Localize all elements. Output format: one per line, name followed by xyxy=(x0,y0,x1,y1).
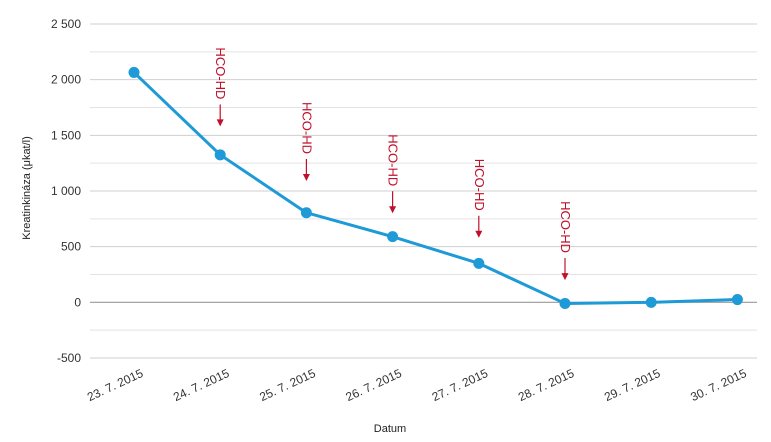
series-line xyxy=(132,71,738,305)
x-tick-label: 27. 7. 2015 xyxy=(430,366,491,404)
annotation-label: HCO-HD xyxy=(472,159,487,211)
data-point xyxy=(128,66,140,78)
x-tick-label: 24. 7. 2015 xyxy=(171,366,232,404)
y-tick-label: 1 500 xyxy=(51,128,81,142)
y-tick-label: 2 500 xyxy=(51,17,81,31)
annotation-arrow-head xyxy=(302,173,310,181)
x-axis-title: Datum xyxy=(374,423,406,435)
y-axis-ticks: 2 500 2 000 1 500 1 000 500 0 -500 xyxy=(51,17,81,365)
annotation-arrow-head xyxy=(561,273,569,281)
x-tick-label: 29. 7. 2015 xyxy=(602,366,663,404)
data-point xyxy=(214,149,226,161)
annotation-hco-hd: HCO-HD xyxy=(213,47,228,127)
y-tick-label: 2 000 xyxy=(51,73,81,87)
y-tick-label: 0 xyxy=(74,295,81,309)
annotation-label: HCO-HD xyxy=(299,102,314,154)
data-point xyxy=(645,296,657,308)
annotation-arrow-head xyxy=(475,230,483,238)
x-axis-ticks: 23. 7. 2015 24. 7. 2015 25. 7. 2015 26. 7. … xyxy=(85,366,749,404)
data-point xyxy=(559,297,571,309)
data-point xyxy=(731,294,743,306)
annotations: HCO-HD HCO-HD HCO-HD HCO-HD HCO-HD xyxy=(213,47,573,281)
annotation-arrow-head xyxy=(389,206,397,214)
x-tick-label: 23. 7. 2015 xyxy=(85,366,146,404)
annotation-hco-hd: HCO-HD xyxy=(558,201,573,281)
annotation-label: HCO-HD xyxy=(213,47,228,99)
y-tick-label: -500 xyxy=(57,351,81,365)
y-tick-label: 500 xyxy=(61,240,81,254)
annotation-hco-hd: HCO-HD xyxy=(299,102,314,181)
data-point xyxy=(473,257,485,269)
annotation-label: HCO-HD xyxy=(386,134,401,186)
x-tick-label: 25. 7. 2015 xyxy=(257,366,318,404)
annotation-hco-hd: HCO-HD xyxy=(472,159,487,238)
data-point xyxy=(300,207,312,219)
gridlines xyxy=(90,23,757,359)
annotation-label: HCO-HD xyxy=(558,201,573,253)
x-tick-label: 28. 7. 2015 xyxy=(516,366,577,404)
annotation-arrow-head xyxy=(216,119,224,127)
y-axis-title: Kreatinkináza (μkat/l) xyxy=(21,136,33,240)
annotation-hco-hd: HCO-HD xyxy=(386,134,401,214)
y-tick-label: 1 000 xyxy=(51,184,81,198)
x-tick-label: 30. 7. 2015 xyxy=(688,366,749,404)
data-point xyxy=(387,231,399,243)
x-tick-label: 26. 7. 2015 xyxy=(344,366,405,404)
series xyxy=(128,66,743,309)
